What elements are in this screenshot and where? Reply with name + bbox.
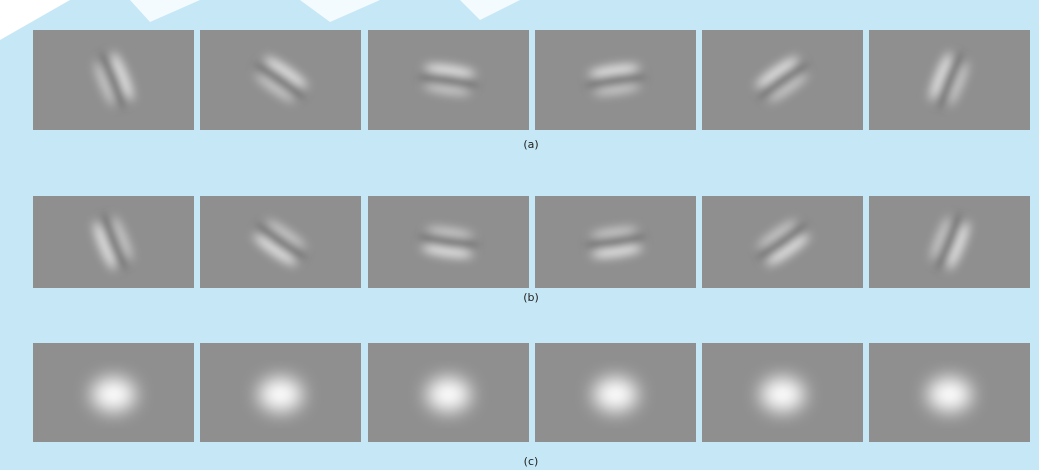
filter-image <box>368 30 529 130</box>
filter-image <box>368 196 529 288</box>
blob <box>92 378 136 412</box>
filter-image <box>200 30 361 130</box>
panel-label: (b) <box>523 291 539 304</box>
blob <box>594 378 638 412</box>
filter-image <box>535 343 696 442</box>
blob <box>761 378 805 412</box>
filter-image <box>200 343 361 442</box>
filter-image <box>702 30 863 130</box>
blob <box>427 378 471 412</box>
page: {"panels": [{"label": "(a)"}, {"label": … <box>0 0 1039 470</box>
filter-image <box>33 30 194 130</box>
filter-image <box>33 196 194 288</box>
filter-image <box>535 196 696 288</box>
filter-image <box>33 343 194 442</box>
filter-image <box>368 343 529 442</box>
filter-image <box>200 196 361 288</box>
filter-image <box>869 343 1030 442</box>
blob <box>259 378 303 412</box>
filter-image <box>535 30 696 130</box>
filter-image <box>702 196 863 288</box>
body: (a)(b)(c) (() => { const data = JSON.par… <box>0 0 1039 470</box>
blob <box>928 378 972 412</box>
panel-label: (a) <box>523 138 538 151</box>
panel-label: (c) <box>524 455 539 468</box>
figure: (a) (b) (c) <box>0 0 1039 470</box>
filter-image <box>869 196 1030 288</box>
filter-image <box>869 30 1030 130</box>
filter-image <box>702 343 863 442</box>
